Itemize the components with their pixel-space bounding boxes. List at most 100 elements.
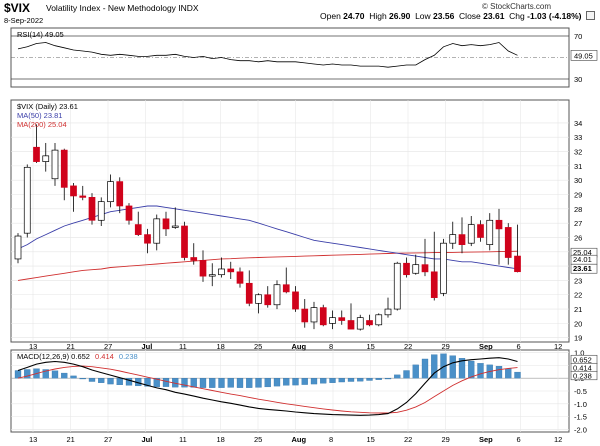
low-value: 23.56 — [433, 11, 455, 21]
price-xtick-label: Sep — [479, 342, 493, 351]
candle — [33, 124, 40, 164]
candle — [467, 215, 475, 247]
candle-body — [282, 284, 290, 293]
chg-label: Chg — [509, 11, 525, 21]
candle — [504, 223, 512, 265]
macd-histogram-bar — [264, 378, 271, 388]
macd-histogram-bar — [301, 378, 308, 385]
candle — [255, 293, 262, 314]
macd-histogram-bar — [144, 378, 151, 387]
candle — [338, 310, 346, 325]
candle-body — [23, 166, 31, 234]
price-legend-ma200: MA(200) 25.04 — [17, 120, 67, 129]
candle — [375, 313, 383, 327]
macd-histogram-bar — [51, 370, 59, 379]
price-panel: 1920212223242526272829303132333425.0424.… — [11, 100, 598, 343]
macd-xtick-label: 15 — [367, 435, 375, 444]
candle-body — [208, 274, 216, 277]
candle — [14, 233, 22, 264]
candle-body — [273, 284, 281, 306]
price-tick-34: 34 — [574, 119, 582, 128]
macd-histogram-bar — [70, 375, 77, 379]
price-tick-28: 28 — [574, 205, 582, 214]
macd-histogram-bar — [495, 365, 503, 379]
candle — [88, 193, 96, 225]
macd-histogram-bar — [181, 378, 188, 388]
rsi-line — [17, 42, 518, 68]
macd-histogram-bar — [14, 370, 22, 379]
macd-histogram-bar — [190, 378, 197, 388]
macd-histogram-bar — [199, 378, 207, 388]
macd-histogram-bar — [79, 378, 86, 380]
price-xtick-label: 15 — [367, 342, 375, 351]
macd-tick: -1.0 — [574, 400, 587, 409]
candle-body — [430, 271, 438, 298]
ticker-symbol: $VIX — [4, 1, 31, 15]
candle-body — [227, 268, 235, 273]
candle-body — [88, 197, 96, 221]
macd-histogram-bar — [375, 378, 382, 380]
candle-body — [495, 219, 503, 230]
candle-body — [144, 234, 151, 244]
candle — [301, 299, 309, 328]
price-xtick-label: 18 — [217, 342, 225, 351]
candle — [458, 217, 466, 254]
close-value: 23.61 — [483, 11, 505, 21]
candle-body — [467, 224, 475, 244]
price-tick-33: 33 — [574, 133, 582, 142]
macd-xtick-label: 27 — [104, 435, 112, 444]
price-tick-31: 31 — [574, 162, 582, 171]
price-legend-vix: $VIX (Daily) 23.61 — [17, 102, 78, 111]
macd-histogram-bar — [338, 378, 345, 383]
macd-histogram-bar — [366, 378, 373, 381]
macd-histogram-bar — [310, 378, 318, 385]
candle-body — [125, 205, 133, 221]
price-panel-frame — [10, 99, 570, 343]
price-xtick-label: 12 — [554, 342, 562, 351]
price-xtick-label: 21 — [67, 342, 75, 351]
macd-histogram-bar — [421, 358, 429, 379]
open-label: Open — [320, 11, 341, 21]
candle-body — [477, 224, 484, 238]
candle-body — [486, 219, 494, 245]
candle-body — [42, 155, 50, 162]
candle — [171, 207, 179, 229]
copyright-label: © StockCharts.com — [482, 2, 552, 11]
candle — [319, 304, 327, 327]
candle — [134, 211, 142, 237]
macd-histogram-bar — [162, 378, 170, 387]
candle-body — [319, 307, 327, 326]
candle-body — [190, 257, 198, 261]
macd-histogram-bar — [403, 370, 410, 379]
macd-histogram-bar — [283, 378, 290, 386]
candle-body — [97, 201, 105, 221]
macd-histogram-bar — [88, 378, 96, 382]
macd-xtick-label: 29 — [442, 435, 450, 444]
macd-xtick-label: 8 — [329, 435, 333, 444]
candle-body — [393, 262, 401, 310]
price-xtick-label: 13 — [29, 342, 37, 351]
high-value: 26.90 — [389, 11, 411, 21]
candle — [153, 214, 161, 251]
candle-body — [153, 218, 161, 244]
price-tick-19: 19 — [574, 334, 582, 343]
candle-body — [329, 317, 336, 324]
macd-histogram-bar — [477, 363, 484, 379]
candle — [190, 243, 198, 265]
price-last-label: 23.61 — [573, 264, 592, 273]
chg-checkbox-icon[interactable] — [585, 11, 595, 20]
price-tick-26: 26 — [574, 233, 582, 242]
candle-body — [14, 235, 22, 260]
candle — [421, 238, 429, 277]
macd-histogram-bar — [236, 378, 244, 388]
macd-histogram-bar — [458, 358, 466, 379]
candle — [310, 301, 318, 330]
macd-xtick-label: 12 — [554, 435, 562, 444]
macd-last-label: 0.652 — [573, 355, 592, 364]
macd-last-label: 0.414 — [573, 363, 592, 372]
candle — [282, 267, 290, 294]
candle-body — [292, 291, 299, 310]
candle-body — [310, 307, 318, 323]
price-tick-29: 29 — [574, 191, 582, 200]
macd-xtick-label: Aug — [292, 435, 307, 444]
